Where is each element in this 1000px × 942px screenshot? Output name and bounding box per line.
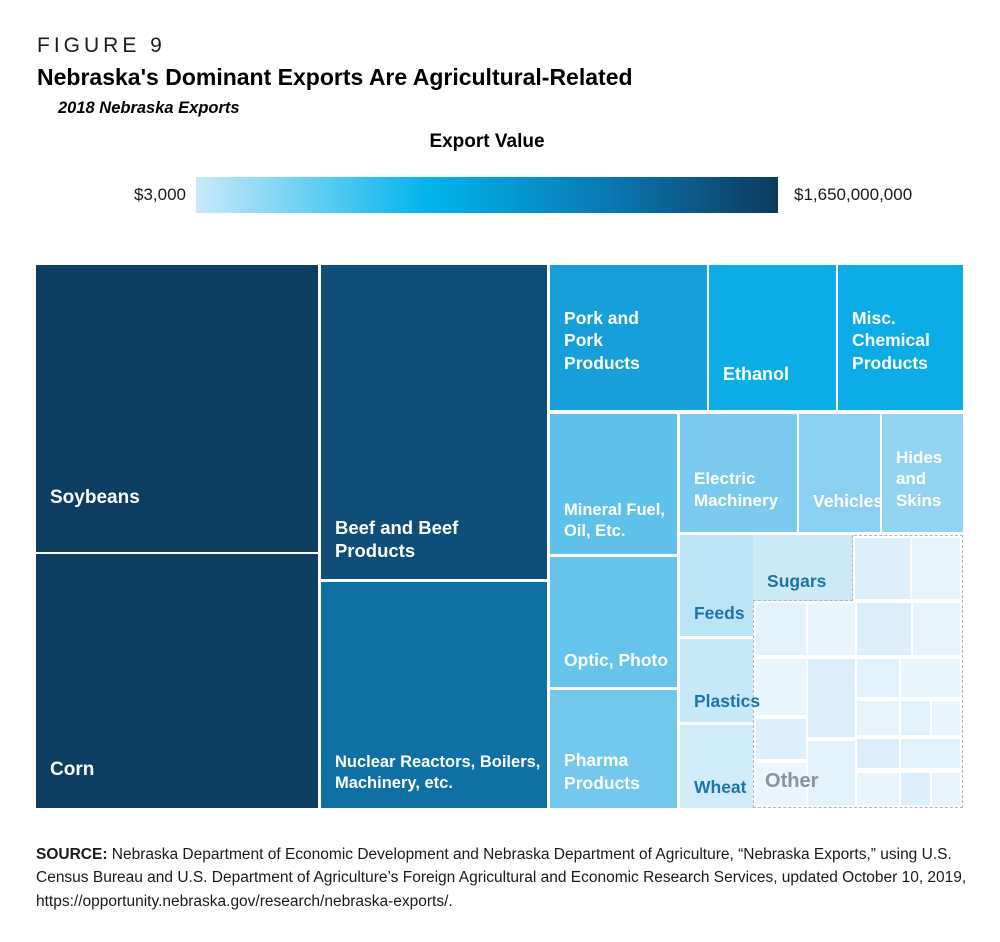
treemap-cell-sugars: Sugars xyxy=(753,534,854,601)
treemap-cell-label: Beef and Beef Products xyxy=(334,516,459,562)
treemap-cell-other-label: Other xyxy=(765,769,819,792)
treemap-other-subcell-19 xyxy=(856,772,900,805)
treemap-cell-ethanol: Ethanol xyxy=(709,265,836,410)
treemap: Other Soybeans Corn Beef and Beef Products… xyxy=(36,265,963,808)
treemap-cell-label: Corn xyxy=(50,758,95,780)
treemap-cell-nuclear-reactors-boilers-machinery: Nuclear Reactors, Boilers, Machinery, et… xyxy=(320,582,547,808)
treemap-other-subcell-12 xyxy=(856,700,900,735)
treemap-cell-corn: Corn xyxy=(36,553,318,808)
source-note: SOURCE: Nebraska Department of Economic … xyxy=(36,843,968,913)
page-title: Nebraska's Dominant Exports Are Agricult… xyxy=(37,64,633,90)
treemap-other-subcell-18 xyxy=(901,738,961,769)
treemap-other-subcell-16 xyxy=(756,763,807,805)
treemap-other-subcell-3 xyxy=(756,603,807,655)
treemap-cell-vehicles: Vehicles xyxy=(799,413,884,532)
treemap-other-subcell-17 xyxy=(856,738,900,769)
treemap-cell-label: Feeds xyxy=(693,602,745,623)
treemap-group-other: Other xyxy=(753,534,963,808)
treemap-cell-pharma-products: Pharma Products xyxy=(550,690,677,808)
treemap-cell-label: Pharma Products xyxy=(564,750,640,793)
treemap-other-subcell-20 xyxy=(901,772,930,805)
treemap-other-subcell-11 xyxy=(756,719,807,759)
treemap-cell-label: Wheat xyxy=(693,776,747,797)
treemap-other-subcell-10 xyxy=(901,658,961,697)
legend-max-label: $1,650,000,000 xyxy=(794,185,913,204)
treemap-other-subcell-6 xyxy=(913,603,961,655)
treemap-cell-label: Vehicles xyxy=(813,490,884,511)
treemap-cell-soybeans: Soybeans xyxy=(36,265,318,552)
treemap-cell-label: Sugars xyxy=(767,570,827,591)
figure-number: FIGURE 9 xyxy=(37,34,166,57)
treemap-cell-plastics: Plastics xyxy=(679,639,760,723)
treemap-other-subcell-15 xyxy=(808,741,855,805)
treemap-cell-label: Misc. Chemical Products xyxy=(852,307,930,373)
treemap-other-subcell-9 xyxy=(856,658,900,697)
treemap-other-subcell-13 xyxy=(901,700,931,735)
treemap-other-subcell-8 xyxy=(808,658,855,738)
treemap-other-subcell-2 xyxy=(911,538,961,600)
treemap-cell-wheat: Wheat xyxy=(679,724,753,808)
legend-min-label: $3,000 xyxy=(134,185,186,204)
treemap-cell-pork-and-pork-products: Pork and Pork Products xyxy=(550,265,708,410)
treemap-other-subcell-1 xyxy=(855,538,910,600)
source-prefix: SOURCE: xyxy=(36,846,108,863)
treemap-other-subcell-4 xyxy=(808,603,855,655)
treemap-cell-label: Ethanol xyxy=(723,363,789,384)
treemap-cell-electric-machinery: Electric Machinery xyxy=(679,413,797,532)
treemap-cell-label: Pork and Pork Products xyxy=(564,307,640,373)
treemap-cell-feeds: Feeds xyxy=(679,534,753,636)
legend-gradient-bar xyxy=(196,177,778,213)
treemap-cell-label: Plastics xyxy=(693,690,761,711)
treemap-cell-label: Mineral Fuel, Oil, Etc. xyxy=(564,500,665,540)
treemap-cell-label: Electric Machinery xyxy=(693,469,779,511)
treemap-cell-misc-chemical-products: Misc. Chemical Products xyxy=(838,265,963,410)
source-text: Nebraska Department of Economic Developm… xyxy=(36,846,967,910)
treemap-cell-label: Nuclear Reactors, Boilers, Machinery, et… xyxy=(334,752,541,792)
treemap-cell-mineral-fuel-oil: Mineral Fuel, Oil, Etc. xyxy=(550,413,677,554)
treemap-cell-label: Soybeans xyxy=(50,486,140,508)
treemap-other-subcell-5 xyxy=(856,603,912,655)
treemap-cell-hides-and-skins: Hides and Skins xyxy=(881,413,963,532)
page-subtitle: 2018 Nebraska Exports xyxy=(58,99,240,117)
treemap-cell-label: Hides and Skins xyxy=(895,447,943,511)
legend-title: Export Value xyxy=(429,131,545,152)
treemap-cell-optic-photo: Optic, Photo xyxy=(550,557,677,687)
treemap-other-subcell-7 xyxy=(756,658,807,716)
treemap-cell-beef-and-beef-products: Beef and Beef Products xyxy=(320,265,547,580)
treemap-cell-label: Optic, Photo xyxy=(564,649,669,670)
treemap-other-subcell-21 xyxy=(932,772,960,805)
treemap-other-subcell-14 xyxy=(932,700,961,735)
